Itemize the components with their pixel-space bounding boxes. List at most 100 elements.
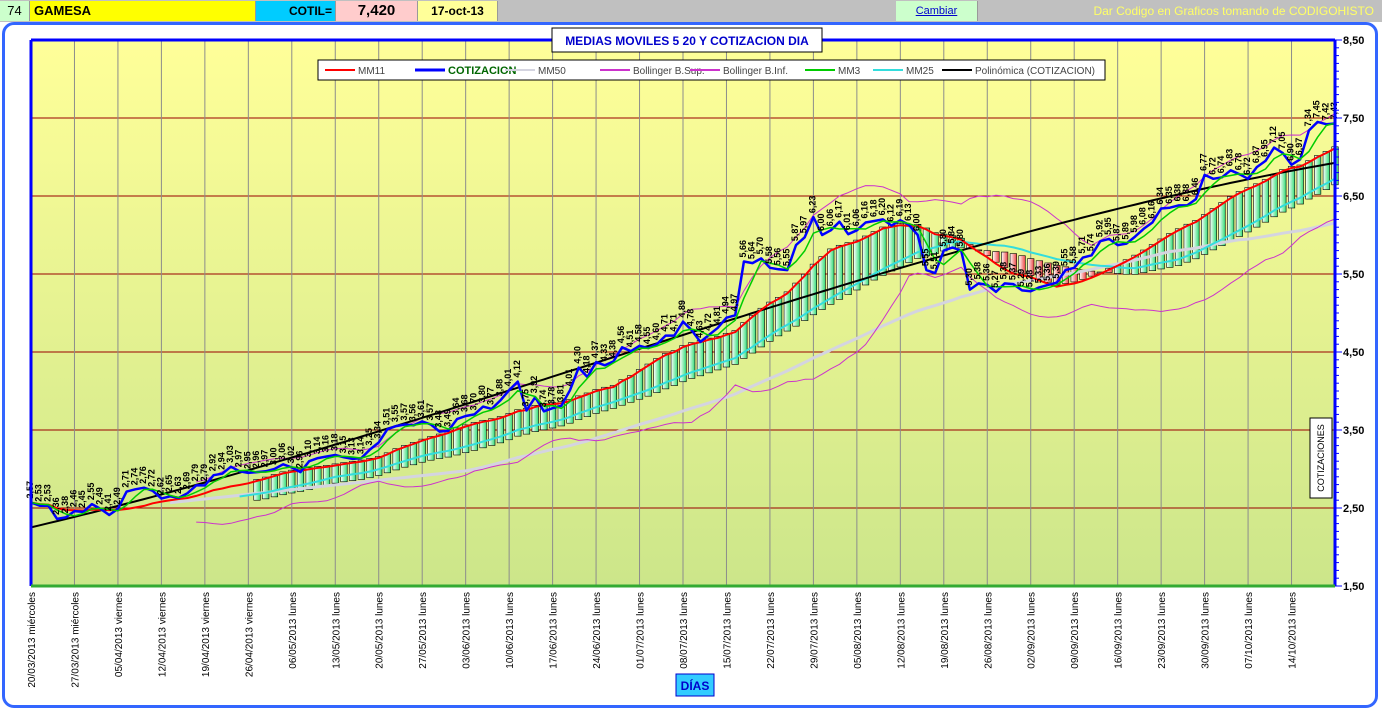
range-bar xyxy=(279,471,287,496)
range-bar xyxy=(1261,179,1270,223)
data-label: 3,14 xyxy=(355,437,365,455)
x-tick-label: 03/06/2013 lunes xyxy=(462,592,473,669)
data-label: 2,53 xyxy=(34,484,44,502)
data-label: 5,80 xyxy=(938,229,948,247)
data-label: 5,66 xyxy=(738,240,748,258)
data-label: 4,71 xyxy=(668,314,678,332)
range-bar xyxy=(1279,169,1287,213)
x-tick-label: 12/04/2013 viernes xyxy=(157,592,168,677)
x-tick-label: 05/04/2013 viernes xyxy=(114,592,125,677)
range-bar xyxy=(366,457,374,479)
y-tick-label: 4,50 xyxy=(1343,347,1364,359)
data-label: 5,97 xyxy=(799,216,809,234)
range-bar xyxy=(418,438,426,463)
data-label: 4,01 xyxy=(564,369,574,387)
data-label: 2,76 xyxy=(138,466,148,484)
data-label: 3,34 xyxy=(373,421,383,439)
x-tick-label: 19/04/2013 viernes xyxy=(201,592,212,677)
data-label: 3,18 xyxy=(329,433,339,451)
range-bar xyxy=(1044,262,1052,283)
data-label: 3,03 xyxy=(225,445,235,463)
data-label: 6,72 xyxy=(1242,157,1252,175)
range-bar xyxy=(992,251,1000,263)
data-label: 6,13 xyxy=(903,203,913,221)
range-bar xyxy=(1322,151,1330,190)
data-label: 4,56 xyxy=(616,326,626,344)
data-label: 5,55 xyxy=(781,249,791,267)
legend-label: MM3 xyxy=(838,66,861,77)
range-bar xyxy=(722,332,731,368)
data-label: 6,00 xyxy=(912,213,922,231)
range-bar xyxy=(540,403,548,431)
range-bar xyxy=(861,235,870,286)
data-label: 6,20 xyxy=(877,198,887,216)
range-bar xyxy=(583,392,591,417)
range-bar xyxy=(809,263,817,316)
data-label: 6,06 xyxy=(851,209,861,227)
x-tick-label: 24/06/2013 lunes xyxy=(592,592,603,669)
range-bar xyxy=(714,336,722,371)
ticker-cell[interactable]: GAMESA xyxy=(30,1,256,21)
data-label: 6,06 xyxy=(825,209,835,227)
data-label: 3,57 xyxy=(425,403,435,421)
data-label: 3,74 xyxy=(538,390,548,408)
range-bar xyxy=(383,452,391,474)
range-bar xyxy=(262,476,270,500)
range-bar xyxy=(1201,214,1209,255)
data-label: 6,46 xyxy=(1190,178,1200,196)
data-label: 4,38 xyxy=(608,340,618,358)
x-axis-title-box xyxy=(675,673,715,697)
range-bar xyxy=(644,363,652,397)
range-bar xyxy=(270,474,278,498)
data-label: 2,46 xyxy=(69,490,79,508)
range-bar xyxy=(1174,228,1183,266)
x-tick-labels: 20/03/2013 miércoles 27/03/2013 miércoles… xyxy=(27,592,1299,688)
data-label: 2,41 xyxy=(103,493,113,511)
series-lines xyxy=(30,113,1336,529)
x-tick-label: 23/09/2013 lunes xyxy=(1157,592,1168,669)
data-label: 5,55 xyxy=(920,249,930,267)
range-bar xyxy=(827,248,835,305)
range-bar xyxy=(1088,270,1096,277)
range-bar xyxy=(1018,255,1026,275)
legend-label: Polinómica (COTIZACION) xyxy=(975,66,1095,77)
data-label: 2,96 xyxy=(295,451,305,469)
data-label: 5,55 xyxy=(1060,249,1070,267)
range-bar xyxy=(818,256,826,310)
x-tick-label: 07/10/2013 lunes xyxy=(1244,592,1255,669)
range-bar xyxy=(766,301,774,342)
range-bar xyxy=(479,419,487,449)
data-label: 6,87 xyxy=(1251,146,1261,164)
header-note: Dar Codigo en Graficos tomando de CODIGO… xyxy=(1093,4,1374,18)
data-label: 5,87 xyxy=(790,224,800,242)
range-bar xyxy=(1131,254,1139,275)
range-bar xyxy=(427,436,435,461)
x-tick-label: 01/07/2013 lunes xyxy=(636,592,647,669)
chart-title: MEDIAS MOVILES 5 20 Y COTIZACION DIA xyxy=(565,34,809,48)
series-cotizacion-line xyxy=(30,120,1336,521)
x-tick-label: 20/05/2013 lunes xyxy=(375,592,386,669)
range-bar xyxy=(462,424,470,454)
data-label: 5,56 xyxy=(773,248,783,266)
x-tick-label: 27/05/2013 lunes xyxy=(418,592,429,669)
data-label: 5,84 xyxy=(947,226,957,244)
data-label: 2,92 xyxy=(208,454,218,472)
range-bar xyxy=(705,337,713,374)
data-label: 5,87 xyxy=(1112,224,1122,242)
data-label: 6,16 xyxy=(1146,201,1156,219)
data-label: 6,38 xyxy=(1173,184,1183,202)
range-bar xyxy=(983,250,991,257)
y-tick-label: 6,50 xyxy=(1343,191,1364,203)
data-label: 4,30 xyxy=(573,346,583,364)
range-bar xyxy=(931,232,939,254)
range-bar xyxy=(1305,160,1313,200)
data-label: 3,81 xyxy=(555,384,565,402)
range-bar xyxy=(1287,166,1296,209)
x-tick-label: 19/08/2013 lunes xyxy=(940,592,951,669)
series-mm3-line xyxy=(30,122,1336,517)
range-bar xyxy=(748,314,757,354)
data-label: 5,92 xyxy=(1094,220,1104,238)
data-label: 7,34 xyxy=(1303,109,1313,127)
quote-value: 7,420 xyxy=(336,1,418,21)
data-label: 4,94 xyxy=(721,296,731,314)
